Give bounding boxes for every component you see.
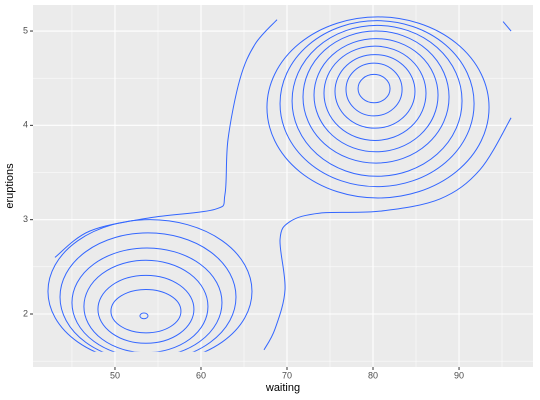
contour-ring — [47, 219, 253, 352]
panel — [33, 5, 533, 367]
contour-ring — [323, 45, 427, 141]
y-tick-label: 4 — [23, 120, 28, 130]
contour-ring — [334, 54, 416, 129]
x-tick-label: 90 — [454, 370, 464, 380]
contour-ring — [291, 24, 463, 177]
x-tick-label: 60 — [196, 370, 206, 380]
x-axis-title: waiting — [265, 382, 300, 394]
y-tick-label: 5 — [23, 25, 28, 35]
contour-ring — [279, 20, 475, 188]
contour-ring — [302, 30, 450, 164]
y-axis-title: eruptions — [4, 163, 16, 209]
contour-ring — [83, 259, 209, 352]
contour-ring — [345, 62, 403, 117]
x-tick-label: 70 — [282, 370, 292, 380]
x-tick-label: 50 — [110, 370, 120, 380]
contour-ring — [266, 16, 490, 199]
y-tick-label: 3 — [23, 214, 28, 224]
contour-ring — [313, 38, 439, 153]
contour-line — [54, 19, 278, 258]
contour-line — [263, 117, 512, 351]
contour-ring — [59, 232, 237, 352]
y-tick-label: 2 — [23, 308, 28, 318]
contours — [47, 16, 512, 352]
contour-ring — [71, 247, 223, 352]
contour-line — [502, 21, 512, 32]
contour-ring — [357, 73, 391, 104]
contour-ring — [97, 274, 195, 344]
contour-ring — [139, 312, 149, 320]
contour-ring — [110, 288, 182, 334]
axes: 50 60 70 80 90 2 3 4 5 — [23, 25, 464, 380]
x-tick-label: 80 — [368, 370, 378, 380]
